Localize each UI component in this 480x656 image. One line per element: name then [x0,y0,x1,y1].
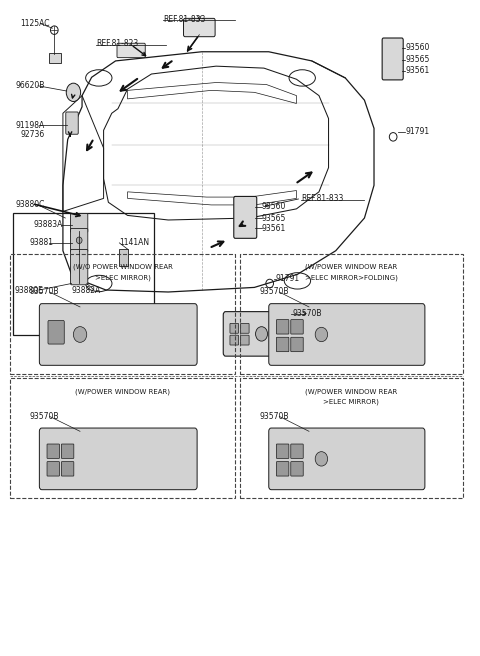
FancyBboxPatch shape [291,319,303,334]
Text: 93570B: 93570B [29,287,59,297]
FancyBboxPatch shape [240,335,249,345]
Text: 1141AN: 1141AN [120,238,149,247]
Text: 93883A: 93883A [33,220,62,229]
Text: (W/POWER WINDOW REAR: (W/POWER WINDOW REAR [305,264,397,270]
Text: (W/POWER WINDOW REAR): (W/POWER WINDOW REAR) [75,388,170,395]
Text: >ELEC MIRROR): >ELEC MIRROR) [95,274,151,281]
Text: 93561: 93561 [405,66,430,75]
FancyBboxPatch shape [223,312,307,356]
Text: 1125AC: 1125AC [20,19,49,28]
Text: 93570B: 93570B [29,412,59,421]
Text: REF.81-833: REF.81-833 [163,14,206,24]
Text: 93565: 93565 [262,213,286,222]
Ellipse shape [255,327,267,341]
FancyBboxPatch shape [234,196,257,238]
Bar [240,254,463,374]
FancyBboxPatch shape [230,323,239,333]
Bar [48,53,60,63]
FancyBboxPatch shape [71,213,88,232]
Text: (W/POWER WINDOW REAR: (W/POWER WINDOW REAR [305,388,397,395]
FancyBboxPatch shape [183,18,215,37]
FancyBboxPatch shape [71,249,88,285]
FancyBboxPatch shape [71,228,88,252]
Text: 93570B: 93570B [293,309,322,318]
Text: (W/O POWER WINDOW REAR: (W/O POWER WINDOW REAR [73,264,173,270]
FancyBboxPatch shape [48,321,64,344]
Text: >ELEC MIRROR>FOLDING): >ELEC MIRROR>FOLDING) [305,274,398,281]
Text: 93880E: 93880E [14,285,43,295]
Text: 93881: 93881 [29,238,53,247]
FancyBboxPatch shape [276,462,289,476]
Ellipse shape [315,327,328,342]
Text: >ELEC MIRROR): >ELEC MIRROR) [324,399,379,405]
FancyBboxPatch shape [117,43,145,58]
FancyBboxPatch shape [269,428,425,489]
FancyBboxPatch shape [230,335,239,345]
FancyBboxPatch shape [240,323,249,333]
Bar [10,379,235,498]
FancyBboxPatch shape [291,462,303,476]
FancyBboxPatch shape [291,337,303,352]
Bar [10,254,235,374]
Bar [120,249,128,266]
Text: 93560: 93560 [262,203,286,211]
Text: 93570B: 93570B [259,412,288,421]
Bar [240,379,463,498]
Text: 92736: 92736 [21,131,45,139]
FancyBboxPatch shape [276,319,289,334]
Text: 93561: 93561 [262,224,286,233]
Bar [12,213,154,335]
FancyBboxPatch shape [61,444,74,459]
FancyBboxPatch shape [382,38,403,80]
FancyBboxPatch shape [276,444,289,459]
FancyBboxPatch shape [39,428,197,489]
FancyBboxPatch shape [66,112,78,134]
FancyBboxPatch shape [269,304,425,365]
Ellipse shape [315,452,328,466]
Text: 93882A: 93882A [72,285,101,295]
Text: REF.81-833: REF.81-833 [301,194,344,203]
Text: 91198A: 91198A [15,121,44,130]
Ellipse shape [73,327,87,342]
FancyBboxPatch shape [47,444,60,459]
FancyBboxPatch shape [276,337,289,352]
Ellipse shape [76,237,82,243]
Ellipse shape [66,83,81,102]
Text: 93880C: 93880C [15,201,45,209]
Text: 96620B: 96620B [15,81,45,91]
Text: 93565: 93565 [405,55,430,64]
FancyBboxPatch shape [39,304,197,365]
Text: 91791: 91791 [405,127,429,136]
FancyBboxPatch shape [47,462,60,476]
FancyBboxPatch shape [291,444,303,459]
Text: 93560: 93560 [405,43,430,52]
Text: REF.81-823: REF.81-823 [96,39,139,48]
Text: 93570B: 93570B [259,287,288,297]
FancyBboxPatch shape [61,462,74,476]
Text: 91791: 91791 [276,274,300,283]
